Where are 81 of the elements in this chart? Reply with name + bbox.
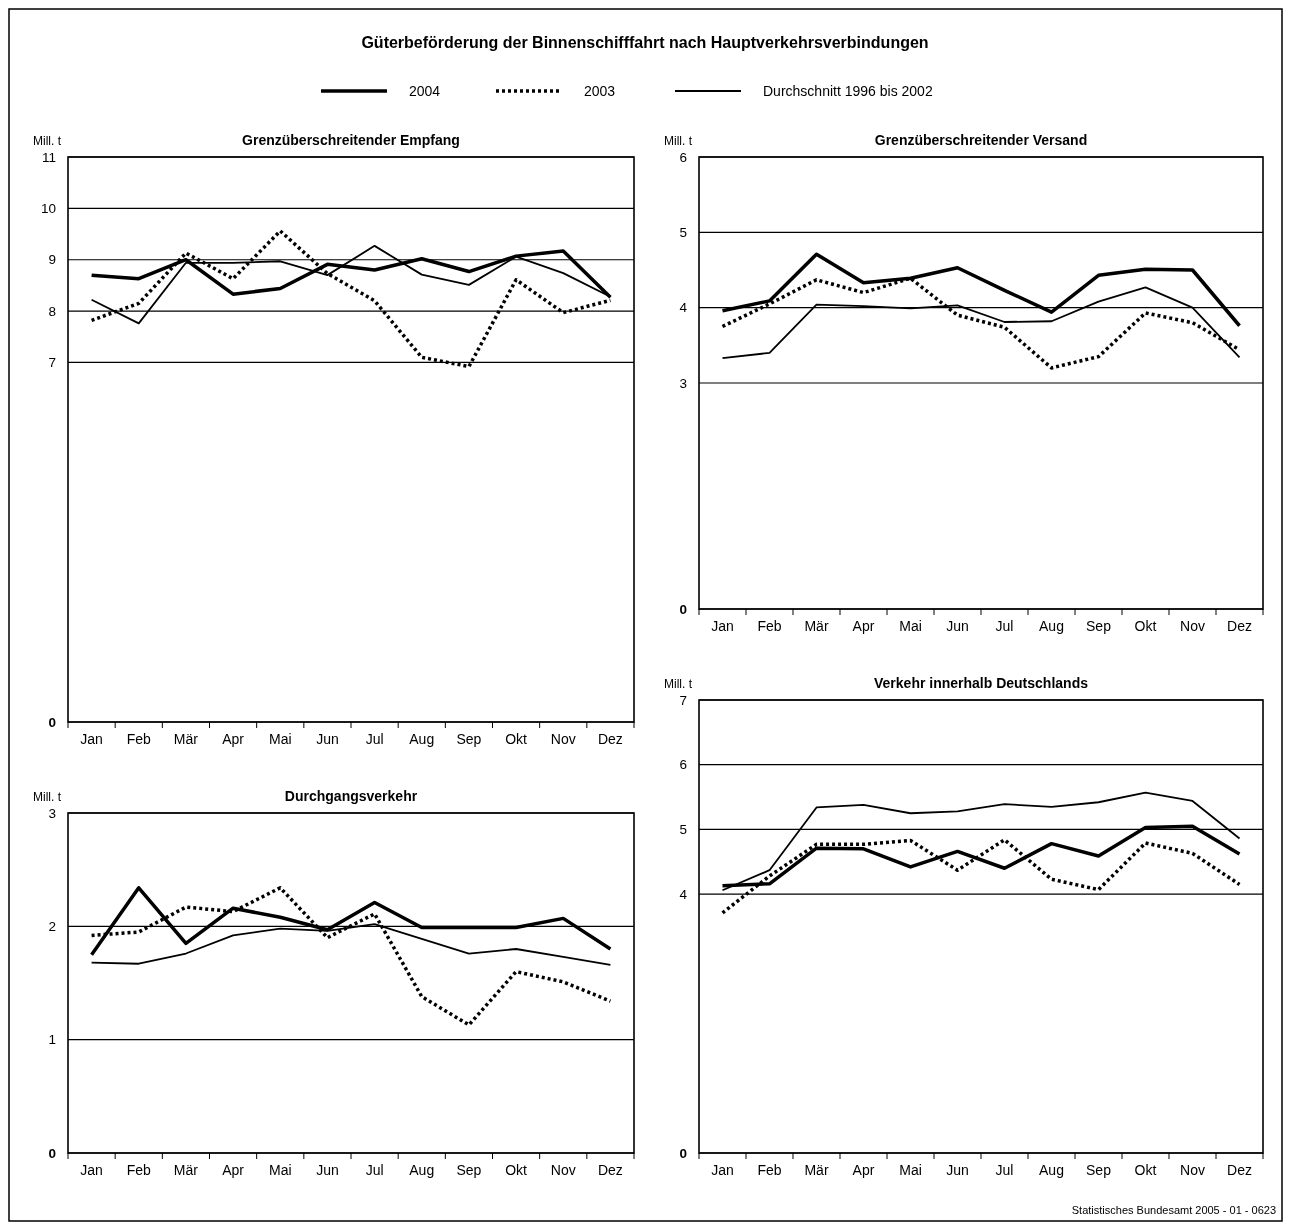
x-tick-label: Sep — [456, 1162, 482, 1178]
x-tick-label: Mär — [804, 1162, 829, 1178]
x-tick-label: Aug — [1039, 618, 1064, 634]
x-tick-label: Aug — [409, 1162, 435, 1178]
legend-label: 2003 — [584, 83, 616, 99]
x-tick-label: Nov — [550, 731, 576, 747]
x-tick-label: Jan — [80, 731, 103, 747]
text: Güterbeförderung der Binnenschifffahrt nach Hauptverkehrsverbindungen — [361, 34, 929, 51]
x-tick-label: Nov — [1180, 1162, 1205, 1178]
x-tick-label: Feb — [757, 1162, 782, 1178]
x-tick-label: Mai — [268, 1162, 292, 1178]
x-tick-label: Feb — [126, 731, 152, 747]
y-axis-title: Mill. t — [33, 790, 62, 804]
x-tick-label: Okt — [505, 731, 528, 747]
x-tick-label: Apr — [852, 1162, 875, 1178]
y-tick-label: 0 — [48, 714, 56, 730]
x-tick-label: Mär — [173, 1162, 199, 1178]
y-tick-label: 7 — [679, 692, 687, 708]
y-tick-label: 8 — [48, 303, 56, 319]
y-tick-label: 3 — [48, 805, 56, 821]
x-tick-label: Jun — [946, 1162, 969, 1178]
chart-title: Grenzüberschreitender Versand — [874, 132, 1088, 148]
x-tick-label: Mär — [804, 618, 829, 634]
x-tick-label: Dez — [597, 1162, 623, 1178]
x-tick-label: Feb — [126, 1162, 152, 1178]
y-axis-title: Mill. t — [664, 134, 693, 148]
x-tick-label: Jan — [711, 618, 734, 634]
x-tick-label: Mai — [268, 731, 292, 747]
chart-title: Durchgangsverkehr — [284, 788, 418, 804]
x-tick-label: Dez — [1227, 618, 1252, 634]
x-tick-label: Aug — [1039, 1162, 1064, 1178]
x-tick-label: Sep — [1086, 618, 1112, 634]
x-tick-label: Sep — [456, 731, 482, 747]
y-tick-label: 0 — [679, 601, 687, 617]
x-tick-label: Mai — [899, 618, 922, 634]
x-tick-label: Apr — [852, 618, 875, 634]
x-tick-label: Sep — [1086, 1162, 1112, 1178]
text: Statistisches Bundesamt 2005 - 01 - 0623 — [1071, 1204, 1276, 1216]
y-tick-label: 10 — [40, 201, 56, 217]
y-tick-label: 2 — [48, 919, 56, 935]
y-tick-label: 7 — [48, 355, 56, 371]
x-tick-label: Apr — [222, 731, 245, 747]
x-tick-label: Jun — [316, 1162, 339, 1178]
y-tick-label: 3 — [679, 375, 687, 391]
x-tick-label: Apr — [222, 1162, 245, 1178]
legend-label: Durchschnitt 1996 bis 2002 — [763, 83, 933, 99]
x-tick-label: Jan — [711, 1162, 734, 1178]
x-tick-label: Okt — [505, 1162, 528, 1178]
x-tick-label: Okt — [1134, 1162, 1157, 1178]
x-tick-label: Dez — [1227, 1162, 1252, 1178]
x-tick-label: Okt — [1134, 618, 1157, 634]
y-tick-label: 11 — [41, 149, 56, 165]
x-tick-label: Jul — [995, 1162, 1014, 1178]
y-tick-label: 9 — [48, 252, 56, 268]
y-axis-title: Mill. t — [664, 677, 693, 691]
x-tick-label: Dez — [597, 731, 623, 747]
legend-label: 2004 — [409, 83, 441, 99]
y-tick-label: 0 — [679, 1145, 687, 1161]
x-tick-label: Jul — [365, 731, 384, 747]
x-tick-label: Mär — [173, 731, 199, 747]
x-tick-label: Aug — [409, 731, 435, 747]
chart-title: Grenzüberschreitender Empfang — [242, 132, 460, 148]
y-tick-label: 1 — [48, 1032, 56, 1048]
y-tick-label: 4 — [679, 886, 688, 902]
y-axis-title: Mill. t — [33, 134, 62, 148]
y-tick-label: 4 — [679, 300, 688, 316]
y-tick-label: 5 — [679, 822, 687, 838]
y-tick-label: 0 — [48, 1145, 56, 1161]
x-tick-label: Nov — [550, 1162, 576, 1178]
x-tick-label: Jun — [316, 731, 339, 747]
y-tick-label: 5 — [679, 225, 687, 241]
y-tick-label: 6 — [679, 149, 687, 165]
x-tick-label: Jul — [995, 618, 1014, 634]
x-tick-label: Jan — [80, 1162, 103, 1178]
x-tick-label: Mai — [899, 1162, 922, 1178]
x-tick-label: Nov — [1180, 618, 1205, 634]
chart-title: Verkehr innerhalb Deutschlands — [874, 675, 1089, 691]
y-tick-label: 6 — [679, 757, 687, 773]
x-tick-label: Jul — [365, 1162, 384, 1178]
x-tick-label: Jun — [946, 618, 969, 634]
x-tick-label: Feb — [757, 618, 782, 634]
